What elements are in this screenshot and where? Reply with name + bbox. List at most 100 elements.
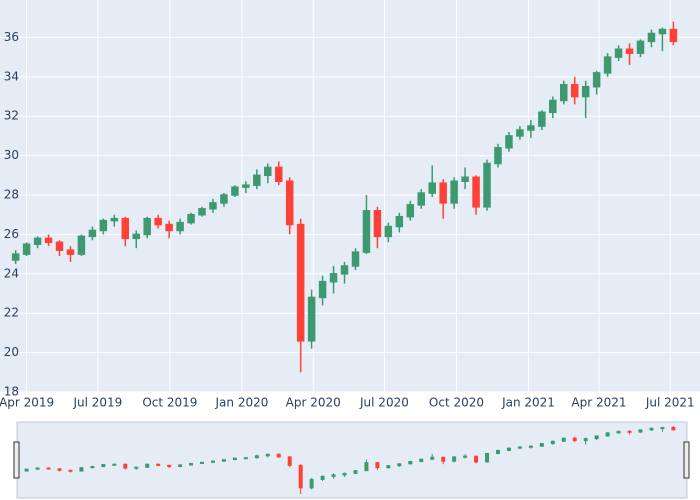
candle-body bbox=[538, 111, 546, 127]
candle-body bbox=[570, 83, 579, 98]
x-tick-label: Jan 2020 bbox=[215, 396, 269, 410]
slider-candle-body bbox=[517, 446, 522, 449]
slider-candle-body bbox=[68, 469, 73, 472]
slider-candle-body bbox=[528, 445, 533, 448]
candle-body bbox=[132, 233, 140, 240]
candle-body bbox=[176, 221, 184, 232]
slider-candle-body bbox=[660, 427, 665, 430]
candle-body bbox=[329, 273, 338, 283]
slider-candle-body bbox=[276, 453, 281, 458]
slider-candle-body bbox=[386, 465, 391, 469]
y-tick-label: 26 bbox=[4, 227, 19, 241]
x-tick-label: Jul 2019 bbox=[72, 396, 122, 410]
candle-body bbox=[461, 176, 469, 182]
candle-body bbox=[494, 146, 502, 165]
slider-candle-body bbox=[243, 457, 248, 460]
slider-candle-body bbox=[506, 447, 511, 451]
candle-body bbox=[44, 237, 53, 244]
candle-body bbox=[99, 219, 108, 232]
slider-candle-body bbox=[24, 468, 29, 472]
slider-candle-body bbox=[265, 453, 270, 457]
slider-candle-body bbox=[616, 430, 621, 434]
x-tick-label: Oct 2020 bbox=[429, 396, 484, 410]
candle-body bbox=[483, 162, 491, 208]
slider-candle-body bbox=[167, 464, 172, 467]
candle-body bbox=[373, 210, 382, 238]
candle-body bbox=[165, 223, 173, 232]
x-tick-label: Oct 2019 bbox=[142, 396, 197, 410]
x-tick-label: Jan 2021 bbox=[501, 396, 555, 410]
slider-candle-body bbox=[430, 456, 435, 460]
candle-body bbox=[516, 129, 524, 137]
slider-candle-body bbox=[189, 462, 194, 466]
candle-body bbox=[307, 296, 316, 342]
candle-body bbox=[231, 186, 239, 196]
candle-body bbox=[77, 235, 86, 255]
slider-candle-body bbox=[178, 464, 183, 467]
slider-candle-body bbox=[123, 463, 128, 469]
slider-candle-body bbox=[474, 455, 479, 463]
slider-candle-body bbox=[364, 462, 369, 472]
x-tick-label: Jul 2020 bbox=[359, 396, 409, 410]
candle-body bbox=[395, 215, 404, 228]
slider-candle-body bbox=[638, 429, 643, 433]
candle-body bbox=[549, 99, 557, 114]
slider-candle-body bbox=[397, 463, 402, 467]
range-handle-right[interactable] bbox=[683, 441, 690, 479]
slider-candle-body bbox=[452, 456, 457, 462]
y-tick-label: 36 bbox=[4, 30, 19, 44]
candle-body bbox=[143, 217, 151, 236]
y-tick-label: 28 bbox=[4, 188, 19, 202]
slider-candle-body bbox=[485, 453, 490, 463]
slider-candle-body bbox=[671, 427, 676, 431]
candle-body bbox=[220, 194, 228, 204]
slider-candle-body bbox=[561, 437, 566, 442]
candle-body bbox=[614, 48, 623, 58]
slider-candle-body bbox=[320, 475, 325, 480]
candle-body bbox=[625, 48, 634, 54]
slider-candle-body bbox=[583, 438, 588, 442]
candle-body bbox=[264, 166, 272, 177]
slider-candle-body bbox=[550, 440, 555, 445]
slider-candle-body bbox=[57, 468, 62, 471]
candle-body bbox=[274, 166, 283, 182]
slider-candle-body bbox=[298, 464, 303, 489]
y-tick-label: 30 bbox=[4, 148, 19, 162]
slider-candle-body bbox=[627, 430, 632, 433]
slider-candle-body bbox=[605, 432, 610, 437]
candle-body bbox=[209, 202, 217, 210]
x-tick-label: Jul 2021 bbox=[645, 396, 695, 410]
candle-body bbox=[636, 40, 645, 54]
slider-candle-body bbox=[35, 467, 40, 470]
slider-candle-body bbox=[221, 459, 226, 462]
candle-body bbox=[362, 210, 371, 253]
range-handle-left[interactable] bbox=[13, 441, 20, 479]
candle-body bbox=[406, 204, 415, 218]
candle-body bbox=[592, 72, 601, 88]
candle-body bbox=[340, 265, 349, 275]
candle-body bbox=[22, 243, 31, 255]
candle-body bbox=[505, 135, 513, 149]
candle-body bbox=[472, 176, 480, 208]
candle-body bbox=[121, 217, 130, 240]
slider-candle-body bbox=[572, 437, 577, 442]
candle-body bbox=[560, 83, 568, 102]
slider-candle-body bbox=[287, 456, 292, 466]
candle-body bbox=[187, 213, 195, 224]
y-tick-label: 20 bbox=[4, 345, 19, 359]
range-slider[interactable] bbox=[16, 421, 688, 499]
slider-candle-body bbox=[375, 462, 380, 469]
y-tick-label: 32 bbox=[4, 109, 19, 123]
candle-body bbox=[581, 85, 590, 98]
slider-candle-body bbox=[495, 449, 500, 455]
candle-body bbox=[55, 241, 64, 251]
slider-candle-body bbox=[101, 464, 106, 467]
candle-body bbox=[154, 217, 162, 226]
candle-body bbox=[110, 217, 119, 222]
candle-body bbox=[253, 174, 261, 186]
plot-area bbox=[0, 0, 700, 392]
slider-candle-body bbox=[112, 463, 117, 466]
slider-candle-body bbox=[309, 478, 314, 489]
